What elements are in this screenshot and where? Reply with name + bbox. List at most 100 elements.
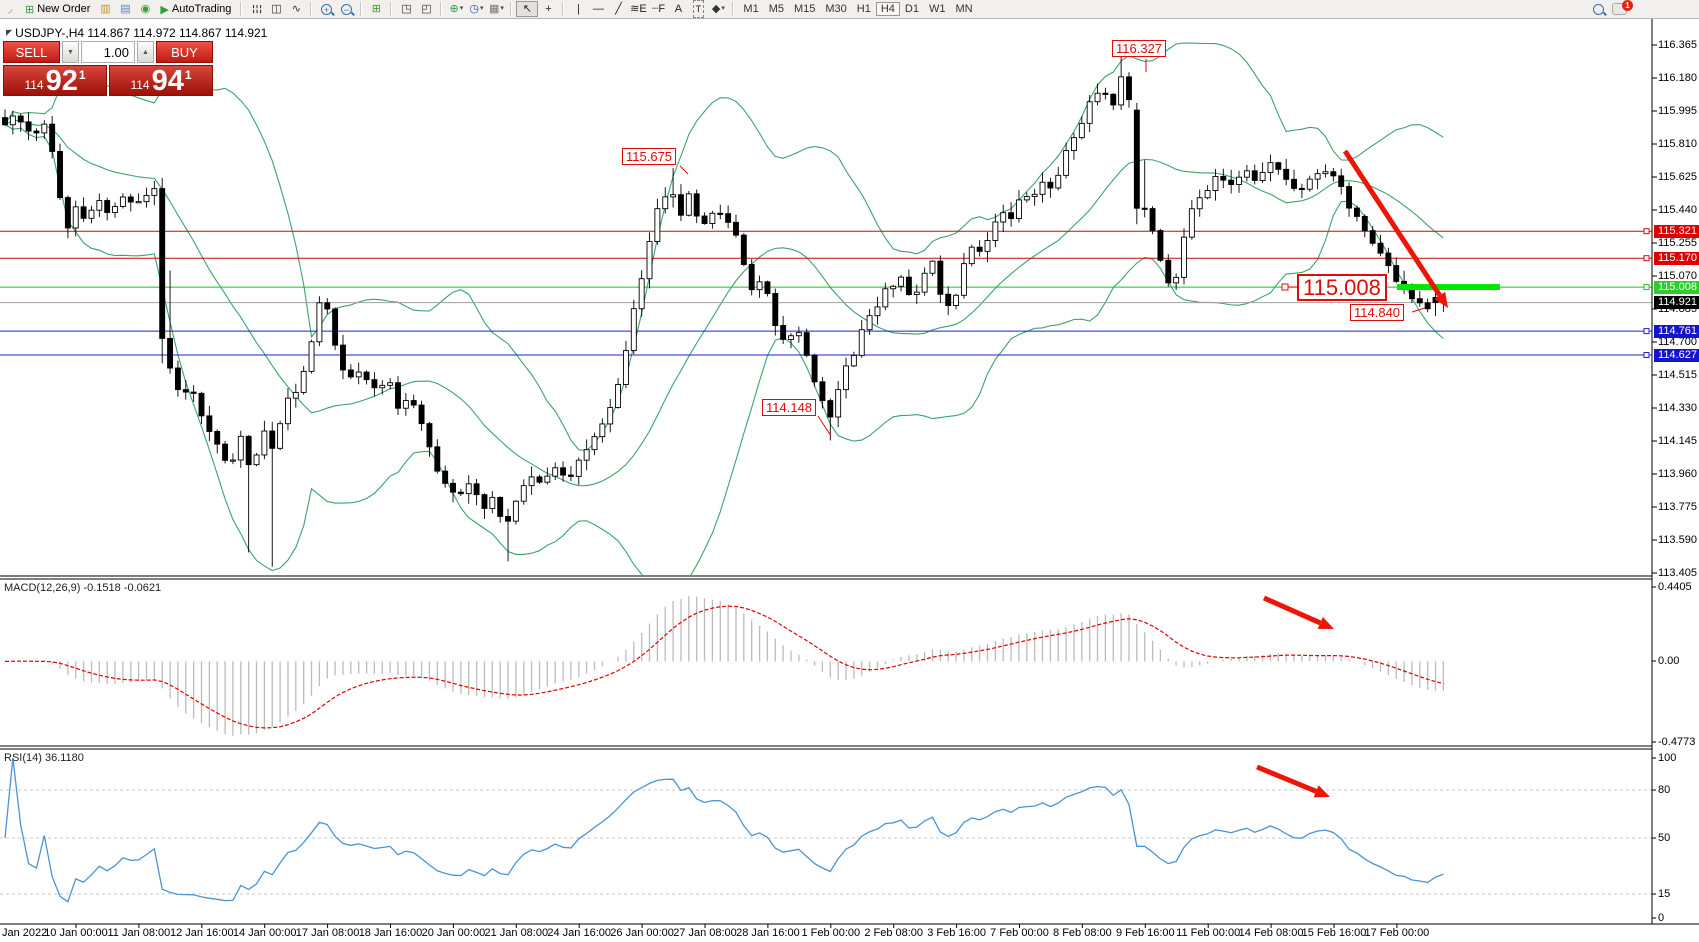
time-label: 17 Feb 00:00 [1364, 927, 1430, 939]
price-tick: 115.255 [1658, 237, 1697, 249]
rsi-axis-tick: 15 [1658, 888, 1671, 900]
search-icon[interactable] [1593, 3, 1604, 15]
price-label-115.008: 115.008 [1654, 280, 1699, 294]
price-callout-114.840[interactable]: 114.840 [1350, 304, 1405, 321]
dropdown-arrow-icon[interactable]: ▾ [500, 5, 504, 12]
tile-windows-icon[interactable]: ⊞ [366, 1, 386, 17]
toolbar-separator [360, 2, 363, 16]
arrows-icon[interactable]: ◆ ▾ [708, 1, 728, 17]
buy-button[interactable]: BUY [156, 41, 213, 63]
time-label: 11 Jan 08:00 [107, 927, 171, 939]
equidistant-channel-icon[interactable]: ≋E [628, 1, 648, 17]
line-chart-icon[interactable]: ∿ [286, 1, 306, 17]
auto-arrange-icon[interactable]: ◳ [396, 1, 416, 17]
autotrading-button[interactable]: ▶ AutoTrading [155, 1, 236, 17]
macd-axis-tick: 0.00 [1658, 655, 1680, 667]
new-order-button-icon: ⊞ [25, 3, 35, 16]
dropdown-arrow-icon[interactable]: ▾ [459, 5, 464, 12]
new-chart-icon[interactable]: ▥ [95, 1, 115, 17]
timeframe-m1[interactable]: M1 [743, 3, 759, 15]
sell-button[interactable]: SELL [3, 41, 60, 63]
toolbar-separator [510, 2, 513, 16]
price-tick: 115.440 [1658, 204, 1697, 216]
cursor-icon-glyph: ↖ [522, 3, 533, 15]
one-click-trading-panel: SELL ▼ 1.00 ▲ BUY 114 92 1 114 94 1 [3, 41, 213, 96]
price-callout-116.327[interactable]: 116.327 [1112, 40, 1167, 57]
new-order-button[interactable]: ⊞ New Order [20, 1, 95, 17]
volume-decrease-button[interactable]: ▼ [62, 41, 79, 63]
time-label: 21 Jan 08:00 [484, 927, 549, 939]
price-callout-114.148[interactable]: 114.148 [762, 399, 817, 416]
data-window-icon-glyph: ◉ [140, 3, 151, 15]
candlestick-icon-glyph: ◫ [271, 3, 282, 15]
zoom-in-icon[interactable]: + [316, 1, 336, 17]
zoom-in-icon: + [320, 3, 332, 15]
price-callout-115.675[interactable]: 115.675 [622, 148, 677, 165]
timeframe-m5[interactable]: M5 [768, 3, 784, 15]
trendline-icon-glyph: ╱ [615, 3, 622, 15]
dropdown-arrow-icon[interactable]: ▾ [721, 5, 725, 12]
text-icon[interactable]: A [668, 1, 688, 17]
time-label: 15 Feb 16:00 [1301, 927, 1367, 939]
timeframe-w1[interactable]: W1 [928, 3, 946, 15]
fibonacci-icon-glyph: ┈F [651, 3, 666, 15]
templates-icon[interactable]: ▦ ▾ [486, 1, 506, 17]
timeframe-h4[interactable]: H4 [875, 2, 900, 16]
one-click-collapse-icon[interactable]: ◤ [6, 28, 13, 37]
chart-shift-icon[interactable]: ◰ [416, 1, 436, 17]
rsi-axis-tick: 0 [1658, 912, 1665, 924]
crosshair-icon[interactable]: + [538, 1, 558, 17]
chart-area[interactable]: ◤ USDJPY-,H4 114.867 114.972 114.867 114.… [0, 19, 1699, 942]
time-label: 27 Jan 08:00 [673, 927, 737, 939]
price-tick: 113.775 [1658, 501, 1697, 513]
timeframe-mn[interactable]: MN [955, 3, 973, 15]
dropdown-arrow-icon[interactable]: ▾ [479, 5, 484, 12]
price-label-114.627: 114.627 [1654, 348, 1699, 362]
new-order-button-label: New Order [37, 3, 91, 15]
chart-shift-icon-glyph: ◰ [421, 3, 432, 15]
autotrading-button-icon: ▶ [160, 3, 169, 16]
zoom-out-icon[interactable]: − [336, 1, 356, 17]
price-label-115.170: 115.170 [1654, 251, 1699, 265]
templates-icon-glyph: ▦ [488, 3, 500, 15]
time-label: 7 Feb 00:00 [990, 927, 1049, 939]
time-label: 14 Jan 00:00 [232, 927, 297, 939]
horizontal-line-icon[interactable]: — [588, 1, 608, 17]
data-window-icon[interactable]: ◉ [135, 1, 155, 17]
tile-windows-icon-glyph: ⊞ [371, 3, 382, 15]
timeframe-m30[interactable]: M30 [825, 3, 847, 15]
toolbar: ◞ ⊞ New Order ▥ ▤ ◉ ▶ AutoTrading ☷ ◫ ∿ + − ⊞ ◳ ◰ ⊕ ▾ ◷ ▾ ▦ ▾… [0, 0, 1699, 19]
periods-icon[interactable]: ◷ ▾ [466, 1, 486, 17]
time-label: 24 Jan 16:00 [547, 927, 611, 939]
timeframe-h1[interactable]: H1 [856, 3, 871, 15]
toolbar-separator [562, 2, 565, 16]
rsi-axis-tick: 80 [1658, 784, 1671, 796]
buy-price[interactable]: 114 94 1 [109, 65, 213, 96]
price-label-114.761: 114.761 [1654, 324, 1699, 338]
price-callout-115.008[interactable]: 115.008 [1297, 274, 1387, 301]
notifications-icon[interactable]: 1 [1612, 0, 1633, 15]
notification-badge: 1 [1622, 0, 1633, 11]
equidistant-channel-icon-glyph: ≋E [630, 3, 647, 15]
timeframe-m15[interactable]: M15 [793, 3, 816, 15]
cursor-icon[interactable]: ↖ [516, 1, 539, 17]
time-label: 10 Jan 00:00 [44, 927, 108, 939]
fibonacci-icon[interactable]: ┈F [648, 1, 668, 17]
time-label: 18 Jan 16:00 [358, 927, 423, 939]
price-label-115.321: 115.321 [1654, 224, 1699, 238]
vertical-line-icon[interactable]: | [568, 1, 588, 17]
text-label-icon[interactable]: T [688, 0, 708, 18]
volume-increase-button[interactable]: ▲ [137, 41, 154, 63]
timeframe-d1[interactable]: D1 [904, 3, 919, 15]
indicators-icon[interactable]: ⊕ ▾ [446, 1, 466, 17]
clipped-icon[interactable]: ◞ [0, 1, 20, 17]
candlestick-icon[interactable]: ◫ [266, 1, 286, 17]
horizontal-line-icon-glyph: — [592, 3, 604, 15]
volume-input[interactable]: 1.00 [81, 41, 135, 63]
sell-price[interactable]: 114 92 1 [3, 65, 107, 96]
toolbar-separator [240, 2, 243, 16]
trendline-icon[interactable]: ╱ [608, 1, 628, 17]
time-label: 20 Jan 00:00 [421, 927, 486, 939]
profiles-icon[interactable]: ▤ [115, 1, 135, 17]
